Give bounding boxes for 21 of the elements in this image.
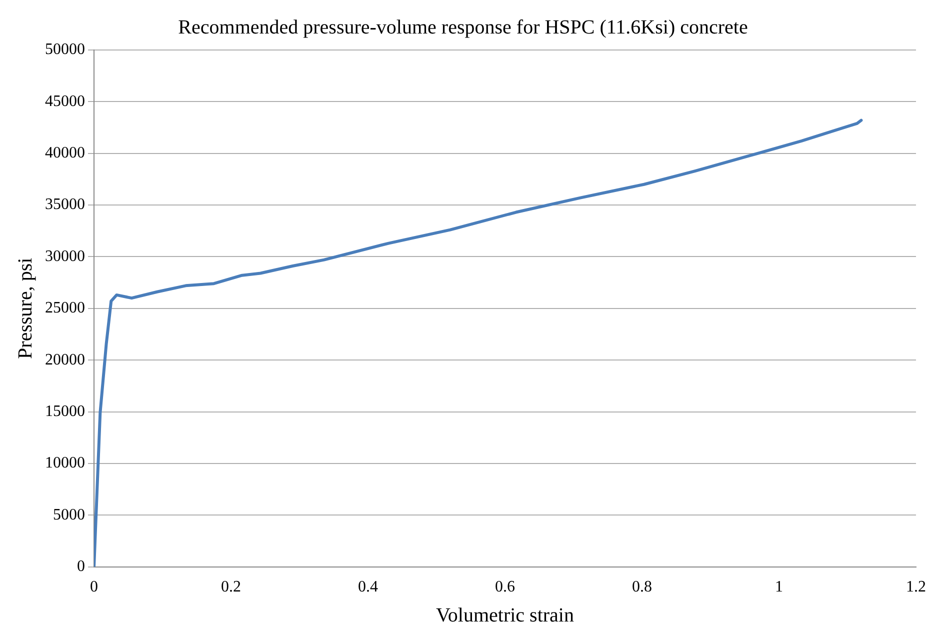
x-tick-label: 0 (90, 578, 98, 596)
y-axis-title: Pressure, psi (14, 257, 36, 359)
y-tick-label: 0 (77, 558, 85, 576)
y-tick-label: 50000 (45, 41, 85, 58)
y-tick-label: 25000 (45, 300, 85, 317)
y-tick-label: 20000 (45, 351, 85, 368)
y-tick-label: 45000 (45, 92, 85, 110)
x-tick-label: 0.6 (495, 578, 515, 596)
x-tick-label: 1 (775, 578, 783, 596)
x-tick-label: 0.8 (632, 578, 652, 596)
chart-title: Recommended pressure-volume response for HSPC (11.6Ksi) concrete (178, 16, 748, 38)
x-tick-label: 0.4 (358, 578, 378, 596)
y-tick-label: 30000 (45, 248, 85, 265)
x-tick-label: 1.2 (906, 578, 926, 596)
x-axis-title: Volumetric strain (436, 604, 574, 626)
y-tick-label: 5000 (53, 506, 85, 524)
y-tick-label: 40000 (45, 144, 85, 162)
y-tick-label: 15000 (45, 402, 85, 420)
y-tick-label: 10000 (45, 454, 85, 472)
x-tick-label: 0.2 (221, 578, 241, 596)
y-tick-label: 35000 (45, 196, 85, 214)
